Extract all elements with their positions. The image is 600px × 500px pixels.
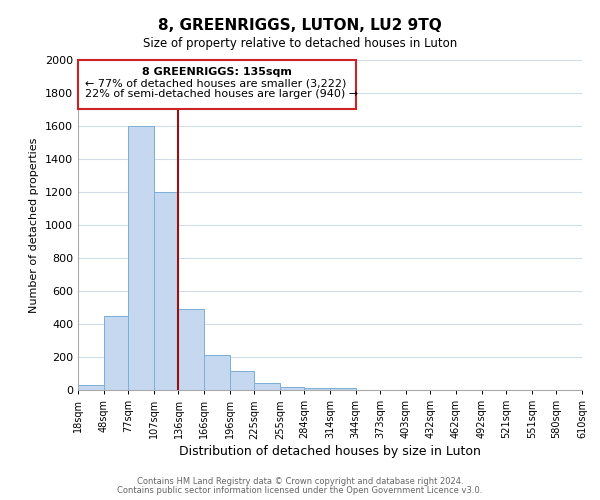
Bar: [280, 386, 304, 390]
Bar: [178, 309, 204, 390]
Bar: [154, 192, 178, 390]
Bar: [128, 126, 154, 390]
Bar: [204, 356, 230, 390]
Text: Contains HM Land Registry data © Crown copyright and database right 2024.: Contains HM Land Registry data © Crown c…: [137, 477, 463, 486]
Bar: [330, 388, 356, 390]
Text: 22% of semi-detached houses are larger (940) →: 22% of semi-detached houses are larger (…: [85, 89, 358, 99]
Text: ← 77% of detached houses are smaller (3,222): ← 77% of detached houses are smaller (3,…: [85, 78, 346, 88]
Bar: [230, 371, 254, 390]
Y-axis label: Number of detached properties: Number of detached properties: [29, 138, 40, 312]
Bar: [304, 388, 330, 390]
Text: Size of property relative to detached houses in Luton: Size of property relative to detached ho…: [143, 38, 457, 51]
Bar: [78, 60, 356, 108]
Bar: [104, 316, 128, 390]
Text: 8, GREENRIGGS, LUTON, LU2 9TQ: 8, GREENRIGGS, LUTON, LU2 9TQ: [158, 18, 442, 32]
Text: 8 GREENRIGGS: 135sqm: 8 GREENRIGGS: 135sqm: [142, 68, 292, 78]
Text: Contains public sector information licensed under the Open Government Licence v3: Contains public sector information licen…: [118, 486, 482, 495]
Bar: [254, 384, 280, 390]
X-axis label: Distribution of detached houses by size in Luton: Distribution of detached houses by size …: [179, 446, 481, 458]
Bar: [78, 385, 104, 390]
